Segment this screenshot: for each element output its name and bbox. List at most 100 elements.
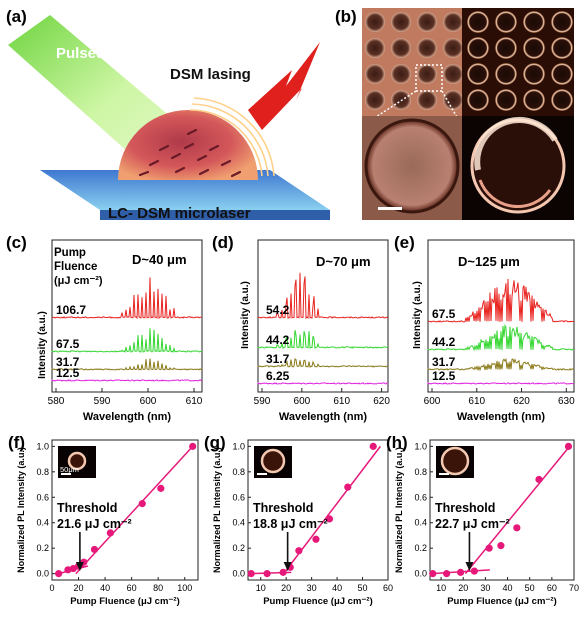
panel-letter: (f)	[8, 433, 25, 452]
data-point	[443, 570, 451, 578]
trace-label: 54.2	[266, 303, 290, 317]
spectrum-trace	[257, 272, 389, 320]
label-lc-dsm-microlaser: LC- DSM microlaser	[108, 205, 251, 222]
xticks-d: 590 600 610 620	[254, 388, 390, 407]
ylabel: Normalized PL Intensity (a.u.)	[16, 447, 26, 573]
well	[391, 12, 411, 32]
data-point	[497, 542, 505, 550]
data-point	[564, 442, 573, 450]
fit-line	[464, 445, 571, 575]
well-lit	[467, 63, 489, 85]
spectrum-trace	[51, 328, 203, 353]
well	[365, 64, 385, 84]
legend-unit: (μJ cm⁻²)	[54, 275, 103, 287]
xtick-label: 20	[281, 583, 291, 593]
threshold-arrowhead	[465, 562, 474, 571]
xtick-label: 70	[569, 583, 579, 593]
well	[417, 64, 437, 84]
threshold-label: Threshold	[253, 501, 313, 515]
xtick-label: 10	[256, 583, 266, 593]
threshold-chart: (g) 10 20 30 40 50 60 0.0 0.2 0.4 0.6 0.8 1.0 Pump Fl…	[204, 433, 393, 607]
ytick-label: 0.4	[232, 518, 245, 528]
threshold-label: Threshold	[57, 501, 117, 515]
ytick-label: 1.0	[414, 441, 427, 451]
well	[417, 38, 437, 58]
xtick-label: 620	[373, 396, 390, 407]
spectrum-c-frame	[51, 239, 203, 393]
scale-bar-b	[378, 207, 402, 210]
well-lit	[495, 63, 517, 85]
trace-label: 44.2	[432, 335, 456, 349]
xticks-c: 580 590 600 610	[48, 388, 203, 407]
darkfield-ring-lower	[478, 179, 552, 208]
spectrum-trace	[257, 381, 388, 385]
xtick-label: 610	[468, 396, 485, 407]
data-point	[344, 483, 352, 491]
plot-frame	[51, 439, 199, 581]
well-lit	[551, 63, 573, 85]
inset-scale-bar	[439, 473, 449, 475]
lasing-bolt	[248, 42, 320, 130]
spectrum-trace	[427, 357, 575, 372]
ytick-label: 0.8	[232, 467, 245, 477]
xtick-label: 620	[513, 396, 530, 407]
spectrum-trace	[51, 378, 203, 382]
ytick-label: 0.0	[414, 569, 427, 579]
panel-b-letter: (b)	[335, 7, 357, 26]
data-point	[263, 570, 271, 578]
xtick-label: 50	[358, 583, 368, 593]
panel-e-letter: (e)	[394, 233, 415, 252]
xlabel: Pump Fluence (μJ cm⁻²)	[447, 596, 557, 607]
legend-fluence: Fluence	[54, 261, 97, 273]
ytick-label: 0.4	[36, 518, 49, 528]
trace-label: 31.7	[56, 355, 80, 369]
well-lit	[551, 89, 573, 111]
well-lit	[551, 11, 573, 33]
data-point	[157, 484, 165, 492]
spectrum-e-frame	[427, 239, 575, 393]
xtick-label: 610	[186, 396, 203, 407]
data-point	[295, 547, 303, 555]
inset-droplet	[67, 451, 87, 471]
xtick-label: 590	[94, 396, 111, 407]
xtick-label: 40	[332, 583, 342, 593]
trace-label: 31.7	[432, 355, 456, 369]
ytick-label: 0.0	[36, 569, 49, 579]
well-lit	[523, 89, 545, 111]
well	[417, 90, 437, 110]
trace-label: 67.5	[432, 307, 456, 321]
xtick-label: 100	[177, 583, 192, 593]
well	[365, 90, 385, 110]
inset-scale-bar	[61, 473, 71, 475]
well	[443, 38, 463, 58]
data-point	[456, 568, 465, 576]
threshold-arrowhead	[283, 562, 292, 571]
traces-d: 54.2 44.2 31.7 6.25	[257, 272, 389, 385]
xtick-label: 600	[140, 396, 157, 407]
xtick-label: 20	[458, 583, 468, 593]
panel-letter: (h)	[386, 433, 408, 452]
spectra-panels: (c) (d) (e) Pump Fluence (μJ cm⁻²) D~40 …	[6, 233, 575, 423]
inset-scale-bar	[257, 473, 267, 475]
ylabel-e: Intensity (a.u.)	[412, 281, 423, 349]
well-lit	[467, 11, 489, 33]
ytick-label: 0.2	[232, 543, 245, 553]
ylabel: Normalized PL Intensity (a.u.)	[212, 447, 222, 573]
well-lit	[467, 37, 489, 59]
legend-pump: Pump	[54, 247, 86, 259]
traces-c: 106.7 67.5 31.712.5	[51, 277, 203, 382]
well	[365, 38, 385, 58]
well-lit	[551, 37, 573, 59]
xtick-label: 630	[558, 396, 575, 407]
data-point	[513, 524, 521, 532]
ytick-label: 1.0	[36, 441, 49, 451]
well-lit	[467, 89, 489, 111]
panel-a: (a) Pulsed laser DSM lasing LC- DSM micr…	[6, 7, 330, 222]
xtick-label: 60	[547, 583, 557, 593]
data-point	[369, 442, 377, 450]
threshold-value: 18.8 μJ cm⁻²	[253, 517, 328, 531]
well-lit	[523, 11, 545, 33]
xtick-label: 60	[127, 583, 137, 593]
well	[443, 64, 463, 84]
